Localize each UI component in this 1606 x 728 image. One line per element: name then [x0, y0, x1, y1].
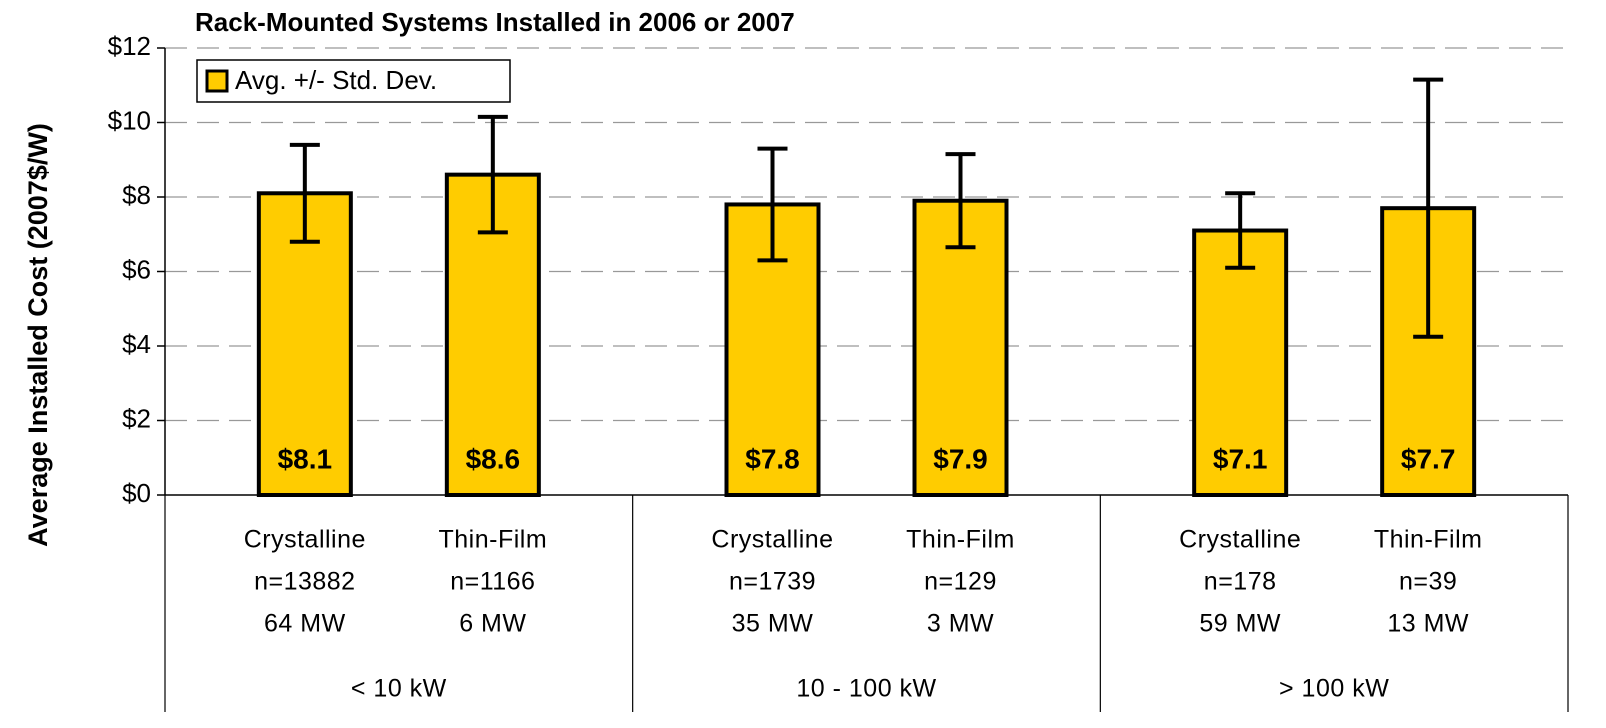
x-tick-label: Crystalline — [711, 526, 833, 554]
legend-box — [196, 59, 511, 103]
sample-size: n=178 — [1204, 568, 1277, 596]
sample-size: n=1166 — [450, 568, 535, 596]
capacity: 64 MW — [264, 610, 346, 638]
legend-swatch — [205, 69, 229, 93]
x-tick-label: Crystalline — [244, 526, 366, 554]
value-label: $7.7 — [1401, 443, 1456, 474]
bar — [1192, 228, 1289, 497]
y-tick-label: $10 — [108, 105, 151, 135]
y-tick-label: $4 — [122, 329, 151, 359]
sample-size: n=1739 — [729, 568, 816, 596]
y-tick-label: $0 — [122, 478, 151, 508]
chart-title: Rack-Mounted Systems Installed in 2006 o… — [195, 7, 795, 37]
capacity: 35 MW — [732, 610, 814, 638]
capacity: 13 MW — [1387, 610, 1469, 638]
x-tick-label: Thin-Film — [438, 526, 547, 554]
capacity: 6 MW — [459, 610, 526, 638]
bar — [912, 198, 1009, 497]
value-label: $7.8 — [745, 443, 800, 474]
sample-size: n=13882 — [254, 568, 356, 596]
group-label: 10 - 100 kW — [796, 675, 936, 703]
sample-size: n=39 — [1399, 568, 1457, 596]
y-axis-label: Average Installed Cost (2007$/W) — [23, 123, 53, 547]
value-label: $7.1 — [1213, 443, 1268, 474]
group-label: > 100 kW — [1279, 675, 1389, 703]
value-label: $8.6 — [466, 443, 521, 474]
y-tick-label: $6 — [122, 254, 151, 284]
legend-label: Avg. +/- Std. Dev. — [235, 65, 437, 95]
x-tick-label: Thin-Film — [906, 526, 1015, 554]
capacity: 3 MW — [927, 610, 994, 638]
group-label: < 10 kW — [351, 675, 447, 703]
y-tick-label: $12 — [108, 31, 151, 61]
value-label: $7.9 — [933, 443, 988, 474]
y-tick-label: $8 — [122, 180, 151, 210]
sample-size: n=129 — [924, 568, 997, 596]
x-tick-label: Thin-Film — [1374, 526, 1483, 554]
y-tick-label: $2 — [122, 403, 151, 433]
capacity: 59 MW — [1199, 610, 1281, 638]
x-tick-label: Crystalline — [1179, 526, 1301, 554]
value-label: $8.1 — [278, 443, 333, 474]
